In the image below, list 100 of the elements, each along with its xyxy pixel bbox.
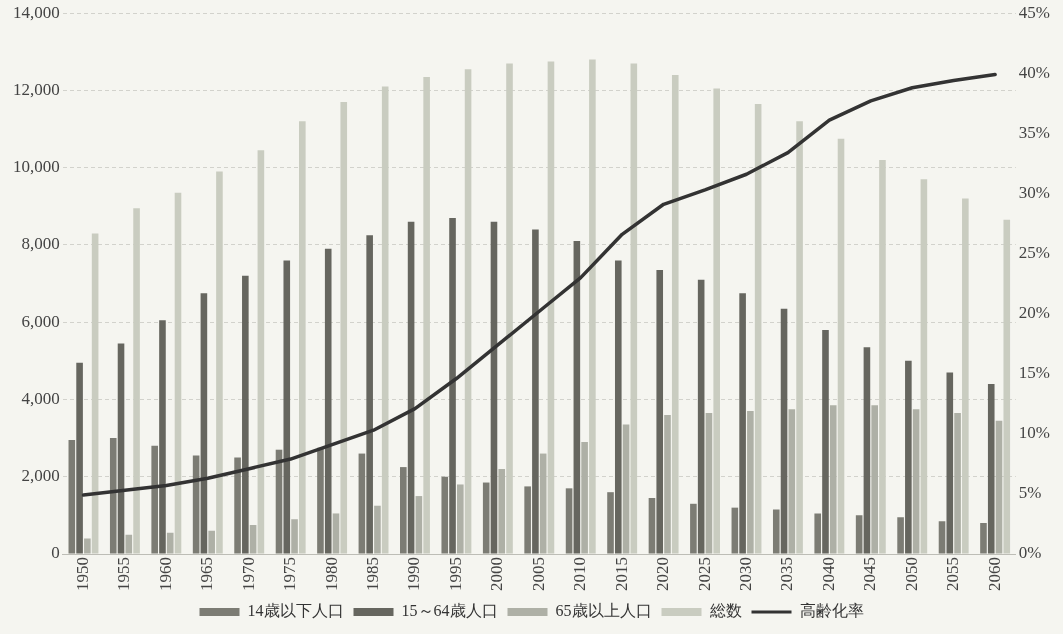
bar: [814, 513, 822, 554]
x-tick-label: 1970: [238, 557, 258, 591]
legend-label: 65歳以上人口: [555, 602, 652, 620]
bar: [897, 517, 904, 554]
y2-tick-label: 20%: [1018, 303, 1051, 323]
bar: [291, 519, 298, 554]
bar: [829, 405, 837, 554]
y-tick-label: 12,000: [13, 79, 60, 99]
bar: [324, 248, 332, 554]
bar: [938, 521, 946, 554]
bar: [498, 469, 506, 554]
y2-tick-label: 35%: [1018, 122, 1051, 142]
x-tick-label: 1975: [280, 557, 300, 591]
bar: [946, 372, 954, 554]
bar: [117, 343, 125, 554]
bar: [871, 405, 878, 554]
bar: [366, 235, 373, 554]
bar: [995, 420, 1003, 554]
bar: [772, 509, 780, 554]
bar: [358, 453, 366, 554]
bar: [912, 409, 920, 554]
y-tick-label: 8,000: [21, 234, 60, 254]
bar: [863, 347, 871, 554]
legend-label: 15～64歳人口: [401, 602, 498, 620]
bar: [573, 241, 581, 554]
x-tick-label: 2015: [611, 557, 631, 591]
y2-tick-label: 30%: [1018, 182, 1051, 202]
x-tick-label: 1960: [155, 557, 175, 591]
bar: [159, 320, 166, 554]
legend-label: 14歳以下人口: [247, 602, 344, 620]
bar: [457, 484, 464, 554]
bar: [747, 411, 754, 554]
bar: [581, 441, 588, 554]
bar: [249, 525, 257, 554]
bar: [407, 221, 415, 554]
x-tick-label: 1950: [72, 557, 92, 591]
bar: [208, 530, 215, 554]
y2-tick-label: 5%: [1018, 483, 1042, 503]
bar: [200, 293, 208, 554]
x-tick-label: 1955: [114, 557, 134, 591]
x-tick-label: 2020: [653, 557, 673, 591]
bar: [482, 482, 490, 554]
bar: [739, 293, 746, 554]
x-tick-label: 2055: [943, 557, 963, 591]
x-tick-label: 1995: [445, 557, 465, 591]
x-tick-label: 2035: [777, 557, 797, 591]
y-tick-label: 4,000: [21, 388, 60, 408]
bar: [622, 424, 630, 554]
bar: [980, 523, 987, 554]
bar: [109, 438, 117, 554]
y2-tick-label: 15%: [1018, 363, 1051, 383]
bar: [151, 445, 158, 554]
bar: [449, 217, 456, 554]
x-tick-label: 2030: [735, 557, 755, 591]
bar: [607, 492, 614, 554]
bar: [656, 270, 664, 554]
bar: [731, 507, 739, 554]
bar: [317, 447, 324, 554]
bar: [283, 260, 291, 554]
legend-label: 総数: [708, 602, 742, 620]
y2-tick-label: 10%: [1018, 423, 1051, 443]
x-tick-label: 2040: [818, 557, 838, 591]
bar: [648, 497, 656, 554]
bar: [332, 513, 340, 554]
x-tick-label: 2000: [487, 557, 507, 591]
x-tick-label: 2025: [694, 557, 714, 591]
y-tick-label: 14,000: [13, 2, 60, 22]
y-tick-label: 10,000: [13, 157, 60, 177]
bar: [441, 476, 449, 554]
y2-tick-label: 45%: [1018, 2, 1051, 22]
bar: [954, 413, 961, 554]
bar: [125, 534, 133, 554]
x-tick-label: 2050: [901, 557, 921, 591]
bar: [539, 453, 547, 554]
bar: [822, 329, 829, 554]
legend-label: 高齢化率: [799, 602, 864, 620]
x-tick-label: 2060: [984, 557, 1004, 591]
x-tick-label: 2045: [860, 557, 880, 591]
y-tick-label: 2,000: [21, 466, 60, 486]
y2-tick-label: 25%: [1018, 243, 1051, 263]
y2-tick-label: 0%: [1018, 543, 1042, 563]
bar: [780, 308, 788, 554]
y2-tick-label: 40%: [1018, 62, 1051, 82]
bar: [166, 532, 174, 554]
bar: [614, 260, 622, 554]
y-tick-label: 0: [51, 543, 60, 563]
bar: [754, 103, 762, 554]
x-tick-label: 1985: [363, 557, 383, 591]
bar: [788, 409, 796, 554]
bar: [257, 150, 265, 554]
x-tick-label: 1965: [197, 557, 217, 591]
bar: [532, 229, 539, 554]
bar: [905, 360, 912, 554]
bar: [374, 505, 381, 554]
x-tick-label: 2005: [528, 557, 548, 591]
y-tick-label: 6,000: [21, 311, 60, 331]
bar: [855, 515, 863, 554]
x-tick-label: 1990: [404, 557, 424, 591]
bar: [490, 221, 498, 554]
bar: [987, 384, 995, 554]
